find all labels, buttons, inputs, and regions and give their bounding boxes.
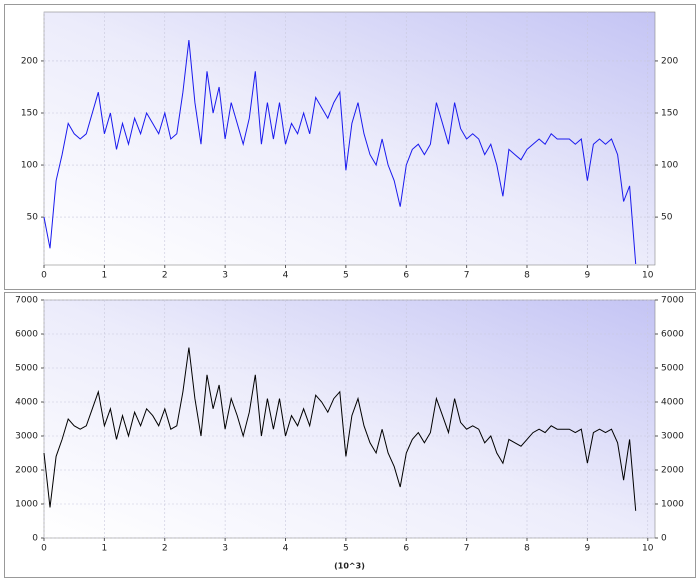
x-tick-label: 3 [222, 544, 228, 554]
data-line [43, 40, 637, 265]
y-tick-label: 50 [27, 213, 39, 223]
x-tick-label: 6 [403, 271, 409, 281]
x-tick-label: 2 [162, 544, 168, 554]
x-tick-label: 5 [343, 271, 349, 281]
data-line [43, 347, 637, 511]
y-tick-label: 0 [661, 534, 667, 544]
y-tick-label: 4000 [661, 398, 684, 408]
x-tick-label: 3 [222, 271, 228, 281]
y-tick-label: 7000 [15, 296, 38, 306]
x-tick-label: 7 [464, 544, 470, 554]
y-tick-label: 6000 [661, 330, 684, 340]
y-tick-label: 100 [21, 161, 38, 171]
x-tick-label: 4 [283, 544, 289, 554]
x-tick-label: 9 [585, 271, 591, 281]
y-tick-label: 150 [21, 108, 38, 118]
x-tick-label: 10 [642, 271, 654, 281]
y-tick-label: 5000 [15, 364, 38, 374]
x-tick-label: 1 [102, 271, 108, 281]
y-tick-label: 1000 [661, 500, 684, 510]
x-tick-label: 6 [403, 544, 409, 554]
y-tick-label: 2000 [661, 466, 684, 476]
y-tick-label: 200 [661, 56, 678, 66]
y-tick-label: 150 [661, 108, 678, 118]
y-tick-label: 6000 [15, 330, 38, 340]
x-tick-label: 2 [162, 271, 168, 281]
y-tick-label: 200 [21, 56, 38, 66]
y-tick-label: 3000 [15, 432, 38, 442]
y-tick-label: 4000 [15, 398, 38, 408]
y-tick-label: 50 [661, 213, 673, 223]
y-tick-label: 3000 [661, 432, 684, 442]
x-tick-label: 7 [464, 271, 470, 281]
x-tick-label: 10 [642, 544, 654, 554]
x-tick-label: 0 [41, 271, 47, 281]
y-tick-label: 1000 [15, 500, 38, 510]
plot-area [43, 299, 656, 539]
y-tick-label: 100 [661, 161, 678, 171]
x-tick-label: 4 [283, 271, 289, 281]
x-tick-label: 8 [524, 544, 530, 554]
x-tick-label: 8 [524, 271, 530, 281]
y-tick-label: 2000 [15, 466, 38, 476]
y-tick-label: 7000 [661, 296, 684, 306]
y-tick-label: 0 [32, 534, 38, 544]
x-tick-label: 9 [585, 544, 591, 554]
x-tick-label: 5 [343, 544, 349, 554]
y-tick-label: 5000 [661, 364, 684, 374]
x-tick-label: 0 [41, 544, 47, 554]
x-tick-label: 1 [102, 544, 108, 554]
x-axis-label: (10^3) [334, 562, 365, 571]
